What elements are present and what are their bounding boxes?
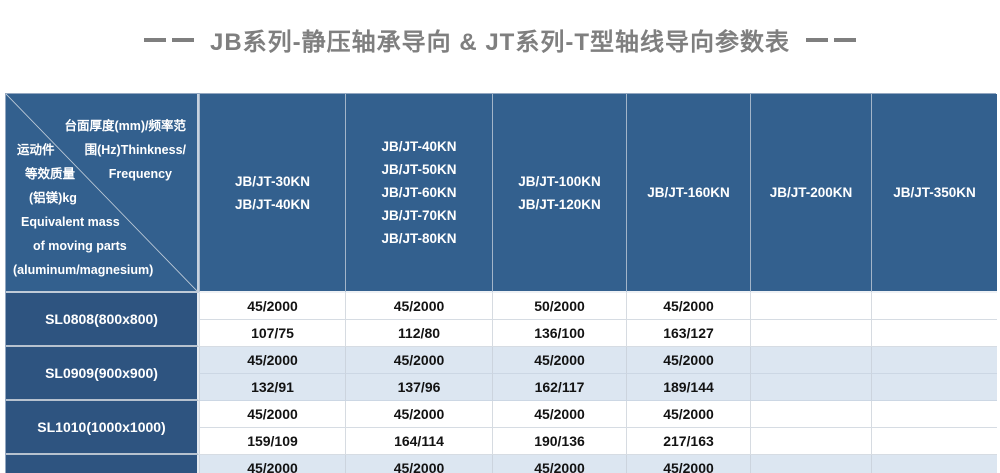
- table-cell: 217/163: [626, 428, 750, 455]
- dash-line: [834, 37, 856, 42]
- corner-thickness-label-cn: 台面厚度(mm)/频率范: [64, 119, 186, 133]
- column-header-200kn: JB/JT-200KN: [750, 94, 871, 293]
- corner-alu-mg-label: (铝镁)kg: [29, 191, 77, 205]
- table-cell: [871, 401, 997, 428]
- header-line: JB/JT-50KN: [381, 162, 457, 177]
- table-cell: 50/2000: [492, 293, 626, 320]
- corner-mixed-row: 等效质量 Frequency: [11, 162, 192, 186]
- row-header-sl0909: SL0909(900x900): [6, 347, 199, 401]
- table-cell: [750, 401, 871, 428]
- corner-moving-parts-en: of moving parts: [33, 239, 127, 253]
- table-cell: 164/114: [345, 428, 492, 455]
- table-cell: 136/100: [492, 320, 626, 347]
- header-line: JB/JT-100KN: [518, 173, 601, 189]
- corner-equivalent-mass-cn: 等效质量: [25, 167, 76, 181]
- table-cell: 45/2000: [345, 293, 492, 320]
- column-header-30-40kn: JB/JT-30KN JB/JT-40KN: [199, 94, 345, 293]
- table-cell: [750, 293, 871, 320]
- dash-line: [806, 37, 828, 42]
- table-cell: 132/91: [199, 374, 345, 401]
- table-cell: 45/2000: [199, 455, 345, 473]
- row-header-sl1010: SL1010(1000x1000): [6, 401, 199, 455]
- corner-mixed-row: 运动件 围(Hz)Thinkness/: [11, 138, 192, 162]
- diagonal-divider-line: [6, 94, 197, 291]
- table-cell: [750, 320, 871, 347]
- table-cell: [871, 293, 997, 320]
- header-line: JB/JT-80KN: [381, 231, 457, 246]
- table-cell: [871, 455, 997, 473]
- dash-line: [144, 37, 166, 42]
- column-header-350kn: JB/JT-350KN: [871, 94, 997, 293]
- corner-frequency-label: Frequency: [108, 167, 172, 181]
- column-header-160kn: JB/JT-160KN: [626, 94, 750, 293]
- table-cell: 107/75: [199, 320, 345, 347]
- row-header-sl1111: SL1111(1100x1100): [6, 455, 199, 473]
- table-cell: [750, 347, 871, 374]
- column-header-40-80kn: JB/JT-40KN JB/JT-50KN JB/JT-60KN JB/JT-7…: [345, 94, 492, 293]
- table-cell: 162/117: [492, 374, 626, 401]
- table-cell: [750, 374, 871, 401]
- header-line: JB/JT-70KN: [381, 208, 457, 223]
- table-cell: [871, 320, 997, 347]
- header-line: JB/JT-40KN: [381, 139, 457, 154]
- page-title-text: JB系列-静压轴承导向 & JT系列-T型轴线导向参数表: [210, 29, 790, 56]
- table-cell: 45/2000: [492, 455, 626, 473]
- header-line: JB/JT-120KN: [518, 196, 601, 212]
- header-line: JB/JT-30KN: [234, 173, 311, 189]
- table-cell: 45/2000: [345, 455, 492, 473]
- title-dash-right: [806, 37, 856, 42]
- table-cell: 45/2000: [345, 401, 492, 428]
- table-cell: 45/2000: [199, 293, 345, 320]
- row-header-sl0808: SL0808(800x800): [6, 293, 199, 347]
- table-cell: 137/96: [345, 374, 492, 401]
- header-line: JB/JT-350KN: [893, 185, 976, 200]
- corner-equivalent-mass-en: Equivalent mass: [21, 215, 120, 229]
- table-cell: 163/127: [626, 320, 750, 347]
- table-cell: [871, 347, 997, 374]
- table-cell: 45/2000: [345, 347, 492, 374]
- table-cell: 190/136: [492, 428, 626, 455]
- column-header-100-120kn: JB/JT-100KN JB/JT-120KN: [492, 94, 626, 293]
- corner-header-cell: 台面厚度(mm)/频率范 运动件 围(Hz)Thinkness/ 等效质量 Fr…: [6, 94, 199, 293]
- parameter-table: 台面厚度(mm)/频率范 运动件 围(Hz)Thinkness/ 等效质量 Fr…: [5, 93, 997, 473]
- header-line: JB/JT-160KN: [647, 185, 730, 200]
- corner-aluminum-magnesium-en: (aluminum/magnesium): [13, 263, 154, 277]
- page-title: JB系列-静压轴承导向 & JT系列-T型轴线导向参数表: [0, 22, 1000, 57]
- corner-thickness-label-en: 围(Hz)Thinkness/: [84, 143, 186, 157]
- table-cell: [750, 455, 871, 473]
- table-cell: 112/80: [345, 320, 492, 347]
- table-cell: 45/2000: [626, 347, 750, 374]
- corner-moving-part-label: 运动件: [17, 143, 55, 157]
- table-cell: 189/144: [626, 374, 750, 401]
- dash-line: [172, 37, 194, 42]
- table-cell: [871, 374, 997, 401]
- header-line: JB/JT-60KN: [381, 185, 457, 200]
- title-dash-left: [144, 37, 194, 42]
- table-cell: 45/2000: [492, 401, 626, 428]
- table-cell: 45/2000: [199, 347, 345, 374]
- table-cell: 159/109: [199, 428, 345, 455]
- table-cell: [871, 428, 997, 455]
- table-cell: 45/2000: [626, 401, 750, 428]
- table-cell: 45/2000: [626, 455, 750, 473]
- table-cell: [750, 428, 871, 455]
- header-line: JB/JT-200KN: [769, 185, 853, 200]
- table-cell: 45/2000: [626, 293, 750, 320]
- header-line: JB/JT-40KN: [234, 196, 311, 212]
- table-cell: 45/2000: [199, 401, 345, 428]
- table-cell: 45/2000: [492, 347, 626, 374]
